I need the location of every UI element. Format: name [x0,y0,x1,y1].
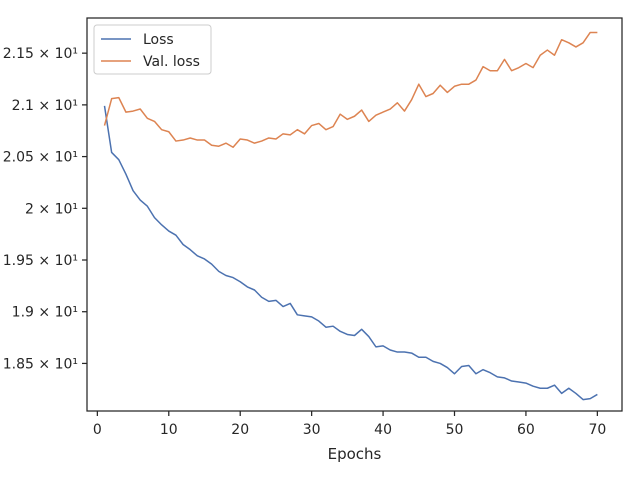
plot-frame [86,17,623,412]
legend: Loss Val. loss [93,24,212,75]
x-axis-label: Epochs [328,445,382,463]
x-tick-label: 20 [231,422,249,438]
x-tick-label: 40 [374,422,392,438]
x-tick-label: 30 [303,422,321,438]
y-axis-ticks: 1.85 × 10¹ 1.9 × 10¹ 1.95 × 10¹ 2 × 10¹ 2.05… [3,46,87,372]
y-tick-label: 2.15 × 10¹ [3,46,78,62]
y-tick-label: 1.85 × 10¹ [3,356,78,372]
x-tick-label: 0 [93,422,102,438]
y-tick-label: 1.95 × 10¹ [3,253,78,269]
y-tick-label: 2.05 × 10¹ [3,150,78,166]
series-line-loss [103,105,598,401]
series-line-val-loss [103,31,598,149]
x-tick-label: 70 [588,422,606,438]
x-tick-label: 10 [160,422,178,438]
y-tick-label: 2.1 × 10¹ [12,98,78,114]
y-tick-label: 1.9 × 10¹ [12,305,78,321]
x-tick-label: 50 [446,422,464,438]
legend-label-loss: Loss [143,32,174,48]
y-tick-label: 2 × 10¹ [25,201,78,217]
legend-label-val-loss: Val. loss [143,54,200,70]
x-axis-ticks: 0 10 20 30 40 50 60 70 [93,411,606,438]
x-tick-label: 60 [517,422,535,438]
series-lines [103,31,598,401]
